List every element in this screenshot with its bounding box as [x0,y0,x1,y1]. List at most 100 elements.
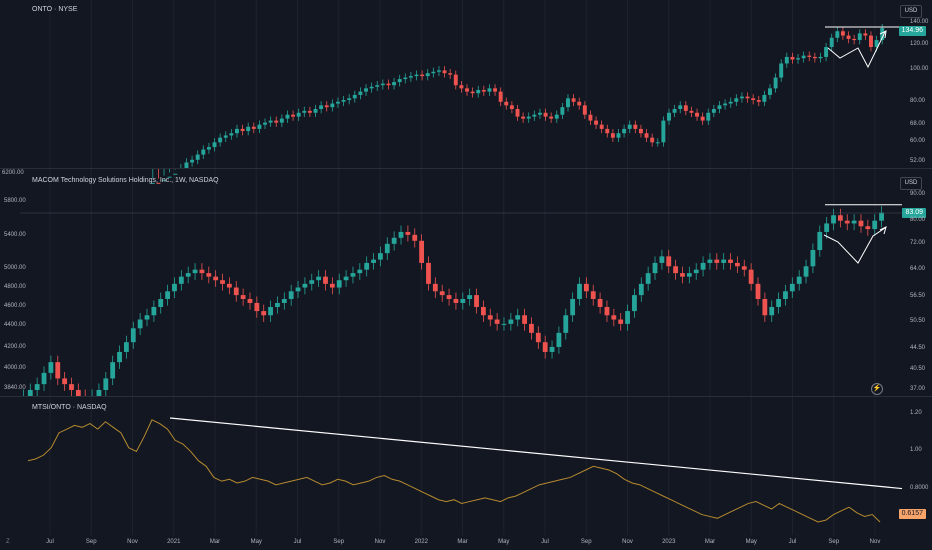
onto-candle [661,120,666,143]
onto-candle [324,105,329,108]
onto-candle [650,137,655,143]
mtsi-candle [837,215,843,221]
mtsi-candle [460,298,466,303]
time-axis-label: 2023 [662,539,676,545]
onto-candle [335,101,340,104]
onto-candle [739,96,744,99]
mtsi-candle [515,315,521,320]
onto-candle [285,114,290,119]
onto-candle [150,182,155,184]
time-axis-label: Jul [293,539,302,545]
mtsi-candle [419,240,425,263]
onto-candle [509,105,514,110]
mtsi-currency-button[interactable]: USD [900,177,922,190]
onto-candle [414,74,419,77]
mtsi-candle [659,256,665,263]
left-axis-tick-label: 5400.00 [4,232,26,238]
onto-candle [689,110,694,113]
mtsi-candle [48,362,54,373]
mtsi-candle [357,269,363,274]
time-axis-label: Sep [333,539,345,545]
mtsi-candle [41,372,47,385]
onto-currency-button[interactable]: USD [900,5,922,18]
mtsi-candle [405,231,411,235]
onto-candle [678,105,683,110]
onto-candle [616,133,621,138]
mtsi-candle [583,283,589,292]
onto-candle [465,88,469,92]
mtsi-candle [796,276,802,284]
mtsi-candle [501,323,507,325]
mtsi-candle [96,389,102,396]
mtsi-candle [817,231,823,251]
mtsi-candle [872,220,878,230]
mtsi-candle [542,342,548,352]
onto-candle [487,88,492,92]
mtsi-candle [412,234,418,241]
mtsi-candle [316,276,322,281]
mtsi-candle [611,315,617,320]
onto-candle [386,83,391,86]
mtsi-candle [302,283,308,288]
mtsi-candle [151,306,157,316]
mtsi-candle [680,273,685,277]
onto-symbol-title[interactable]: ONTO · NYSE [32,6,78,13]
onto-candle [380,83,385,86]
mtsi-candle [158,298,164,307]
onto-candle [195,154,200,160]
axis-tick-label: 40.50 [910,366,926,373]
onto-candle [537,112,542,115]
mtsi-candle [604,306,610,316]
onto-candle [296,112,301,117]
tradingview-logo-icon[interactable]: Z [6,539,10,545]
onto-candle [566,98,570,108]
mtsi-candle [810,250,816,267]
mtsi-candle [281,298,287,303]
lightning-icon[interactable]: ⚡ [871,383,883,395]
pane-separator-bottom[interactable] [0,396,932,397]
onto-candle [577,101,582,106]
onto-candle [599,124,604,129]
time-axis-label: Mar [457,539,468,545]
mtsi-symbol-title[interactable]: MACOM Technology Solutions Holdings, Inc… [32,177,219,184]
onto-candle [521,116,526,119]
mtsi-candle [508,319,514,324]
mtsi-candle [55,362,61,379]
onto-candle [768,88,772,95]
mtsi-arrow-head [879,226,887,235]
onto-candle [515,109,520,117]
mtsi-candle [117,351,122,363]
onto-candle [734,98,739,102]
ratio-symbol-title[interactable]: MTSI/ONTO · NASDAQ [32,404,107,411]
onto-candle [717,105,722,110]
axis-tick-label: 1.00 [910,447,922,454]
onto-candle [745,96,750,99]
ratio-series-line [27,419,881,523]
onto-candle [711,109,716,113]
time-axis-label: Nov [127,539,138,545]
onto-candle [173,173,178,175]
onto-candle [476,89,481,94]
mtsi-pattern-arrow [823,227,886,264]
axis-tick-label: 44.50 [910,345,926,352]
mtsi-candle [226,283,232,288]
left-edge-label: 6200.00 [2,170,24,176]
pane-separator-top[interactable] [0,168,932,169]
mtsi-candle [762,298,768,316]
onto-candle [543,112,548,117]
axis-tick-label: 0.8000 [910,484,929,491]
onto-pattern-arrow [827,31,886,69]
mtsi-candle [831,215,836,224]
onto-candle [560,107,565,115]
mtsi-candle [309,280,315,284]
onto-candle [274,120,279,123]
mtsi-candle [789,283,795,292]
mtsi-candle [144,315,150,320]
mtsi-candle [638,283,644,296]
onto-candle [184,162,189,168]
onto-candle [532,114,537,117]
mtsi-candle [240,295,246,299]
mtsi-candle [549,347,555,352]
mtsi-candle [261,311,267,316]
